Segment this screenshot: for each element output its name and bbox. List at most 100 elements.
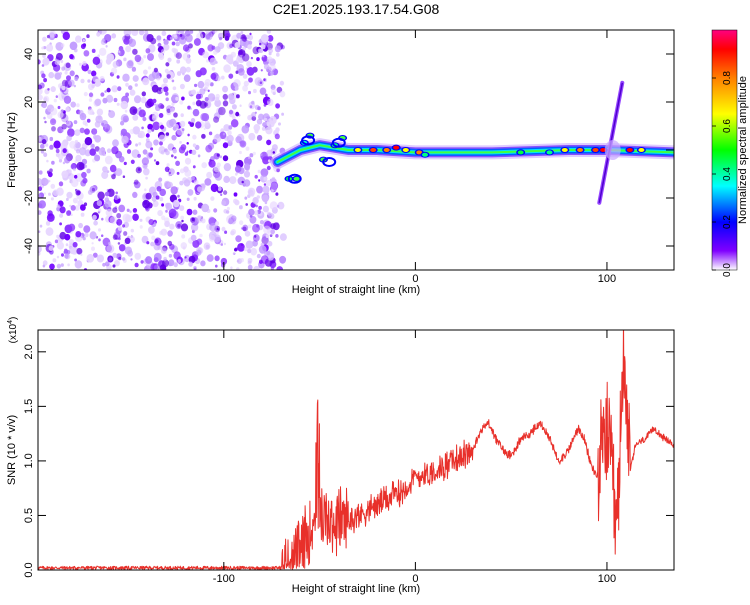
noise-blob [261, 126, 266, 131]
noise-blob [179, 83, 185, 90]
noise-blob [279, 233, 287, 241]
noise-blob [172, 148, 177, 154]
noise-blob [148, 226, 155, 234]
noise-blob [57, 105, 61, 110]
y-tick-label: -40 [23, 238, 35, 254]
noise-blob [179, 120, 186, 128]
noise-blob [158, 113, 164, 118]
noise-blob [58, 158, 63, 163]
noise-blob [86, 168, 91, 174]
noise-blob [46, 170, 50, 174]
noise-blob [159, 188, 166, 197]
noise-blob [61, 253, 64, 257]
noise-blob [204, 30, 211, 34]
noise-blob [179, 140, 182, 144]
noise-blob [177, 30, 180, 33]
noise-blob [216, 153, 220, 157]
noise-blob [150, 147, 154, 151]
noise-blob [171, 41, 176, 46]
noise-blob [276, 168, 280, 173]
noise-blob [159, 124, 165, 130]
noise-blob [104, 90, 107, 93]
noise-blob [175, 52, 182, 59]
noise-blob [188, 90, 193, 95]
noise-blob [73, 84, 77, 88]
noise-blob [275, 103, 280, 109]
noise-blob [79, 127, 85, 134]
noise-blob [122, 224, 126, 228]
noise-blob [75, 190, 81, 196]
noise-blob [190, 223, 199, 232]
noise-blob [72, 241, 78, 248]
noise-blob [98, 228, 101, 232]
colorbar-gradient [711, 29, 738, 271]
noise-blob [69, 41, 78, 51]
noise-blob [196, 215, 203, 223]
noise-blob [142, 149, 148, 155]
noise-blob [159, 264, 167, 270]
noise-blob [262, 185, 270, 194]
noise-blob [86, 253, 95, 263]
noise-blob [139, 30, 145, 36]
noise-blob [247, 257, 253, 264]
noise-blob [203, 127, 206, 130]
noise-blob [201, 203, 210, 213]
noise-blob [127, 250, 133, 257]
noise-blob [69, 70, 75, 77]
noise-blob [232, 252, 236, 255]
noise-blob [251, 116, 257, 121]
noise-blob [153, 103, 157, 106]
noise-blob [106, 53, 115, 62]
noise-blob [169, 107, 175, 113]
noise-blob [178, 146, 186, 154]
noise-blob [128, 85, 133, 91]
x-tick-label: -100 [213, 573, 235, 585]
noise-blob [223, 190, 228, 195]
snr-y-ticks: 0.0 0.5 1.0 1.5 2.0 [23, 344, 674, 578]
ridge-spot [293, 176, 300, 181]
y-tick-label: 1.5 [23, 399, 35, 414]
noise-blob [268, 62, 276, 72]
noise-blob [38, 245, 42, 253]
noise-blob [243, 170, 251, 178]
noise-blob [54, 239, 59, 244]
noise-blob [129, 106, 138, 115]
noise-blob [72, 197, 78, 204]
noise-blob [241, 180, 244, 184]
noise-blob [106, 94, 114, 103]
noise-blob [151, 235, 156, 241]
noise-blob [200, 183, 206, 189]
figure-title: C2E1.2025.193.17.54.G08 [273, 1, 440, 17]
noise-blob [163, 39, 169, 46]
noise-blob [207, 44, 214, 52]
noise-blob [234, 42, 241, 49]
noise-blob [111, 85, 118, 93]
noise-blob [91, 242, 94, 245]
noise-blob [148, 219, 155, 226]
noise-blob [96, 200, 103, 207]
noise-blob [173, 262, 178, 268]
noise-blob [192, 101, 196, 106]
noise-blob [261, 44, 266, 50]
noise-blob [250, 247, 258, 256]
noise-blob [279, 255, 287, 264]
noise-blob [143, 55, 147, 59]
noise-blob [41, 139, 47, 145]
noise-blob [152, 121, 160, 131]
ridge-core [276, 144, 674, 163]
noise-blob [185, 33, 193, 43]
noise-blob [42, 260, 48, 266]
noise-blob [259, 87, 267, 95]
y-tick-label: 40 [23, 48, 35, 60]
noise-blob [50, 118, 57, 126]
noise-blob [104, 34, 112, 42]
noise-blob [256, 185, 264, 194]
noise-blob [215, 133, 220, 139]
x-tick-label: 100 [598, 273, 616, 285]
noise-blob [173, 48, 179, 54]
noise-blob [147, 53, 154, 61]
noise-blob [170, 186, 178, 195]
noise-blob [271, 176, 276, 181]
noise-blob [116, 218, 123, 226]
noise-blob [102, 97, 108, 104]
